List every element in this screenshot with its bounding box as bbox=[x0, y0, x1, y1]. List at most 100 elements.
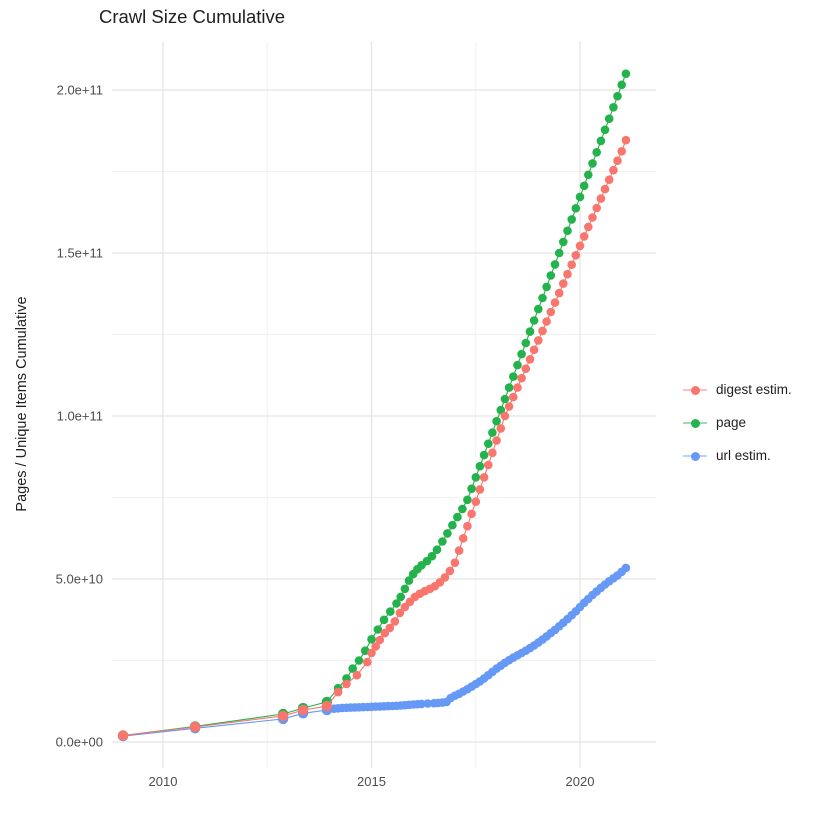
data-point bbox=[546, 271, 556, 280]
legend-key-page-icon bbox=[683, 416, 707, 430]
data-point bbox=[571, 204, 581, 213]
data-point bbox=[333, 687, 343, 697]
data-point bbox=[621, 563, 631, 573]
data-point bbox=[443, 529, 452, 538]
data-point bbox=[371, 642, 381, 651]
legend-key-url-icon bbox=[683, 449, 707, 463]
data-point bbox=[588, 213, 597, 222]
legend-key-digest-icon bbox=[683, 383, 707, 397]
data-point bbox=[559, 279, 568, 288]
data-point bbox=[423, 699, 433, 708]
data-point bbox=[400, 584, 410, 594]
x-tick-label: 2020 bbox=[566, 774, 595, 789]
data-point bbox=[554, 248, 564, 258]
data-point bbox=[529, 345, 539, 355]
data-point bbox=[521, 338, 531, 348]
data-point bbox=[453, 512, 462, 522]
y-tick-label: 2.0e+11 bbox=[57, 83, 103, 98]
chart-title: Crawl Size Cumulative bbox=[99, 6, 286, 27]
data-point bbox=[571, 251, 581, 260]
data-point bbox=[463, 495, 472, 505]
data-point bbox=[467, 509, 476, 519]
data-point bbox=[575, 192, 585, 202]
data-point bbox=[613, 156, 622, 165]
data-point bbox=[496, 424, 506, 433]
data-point bbox=[463, 521, 472, 531]
data-point bbox=[492, 416, 501, 426]
data-point bbox=[563, 226, 572, 236]
data-point bbox=[488, 428, 497, 437]
data-point bbox=[600, 184, 610, 194]
data-point bbox=[396, 592, 406, 602]
data-point bbox=[588, 159, 597, 168]
data-point bbox=[417, 699, 426, 709]
data-point bbox=[277, 710, 289, 722]
data-point bbox=[438, 537, 447, 546]
y-axis-title: Pages / Unique Items Cumulative bbox=[14, 296, 30, 512]
y-tick-label: 5.0e+10 bbox=[56, 572, 103, 587]
data-point bbox=[538, 293, 547, 303]
data-point bbox=[509, 372, 518, 381]
data-point bbox=[386, 607, 395, 616]
data-point bbox=[458, 534, 468, 543]
data-point bbox=[592, 148, 601, 157]
data-point bbox=[584, 222, 593, 232]
legend-label-digest: digest estim. bbox=[716, 382, 792, 397]
x-tick-label: 2010 bbox=[149, 774, 178, 789]
data-point bbox=[440, 573, 450, 582]
data-point bbox=[448, 520, 457, 530]
data-point bbox=[492, 436, 501, 445]
data-point bbox=[559, 237, 568, 247]
data-point bbox=[471, 497, 481, 507]
data-point bbox=[609, 165, 618, 175]
data-point bbox=[458, 504, 467, 514]
legend: digest estim. page url estim. bbox=[683, 379, 792, 466]
data-point bbox=[517, 349, 526, 359]
y-tick-label: 1.5e+11 bbox=[57, 246, 103, 261]
data-point bbox=[432, 545, 442, 554]
data-point bbox=[513, 383, 522, 392]
data-point bbox=[596, 136, 606, 146]
legend-label-page: page bbox=[716, 415, 747, 430]
data-point bbox=[367, 635, 376, 644]
data-point bbox=[538, 326, 547, 336]
data-point bbox=[500, 411, 510, 421]
data-point bbox=[596, 194, 606, 203]
data-point bbox=[513, 360, 522, 370]
data-point bbox=[542, 282, 551, 292]
data-point bbox=[373, 625, 383, 634]
legend-item-page: page bbox=[683, 412, 792, 433]
data-point bbox=[454, 546, 464, 555]
y-tick-label: 1.0e+11 bbox=[57, 409, 103, 424]
data-point bbox=[475, 461, 485, 471]
legend-label-url: url estim. bbox=[716, 448, 771, 463]
data-point bbox=[367, 648, 376, 658]
data-point bbox=[534, 304, 543, 314]
data-point bbox=[567, 260, 576, 270]
data-point bbox=[390, 617, 400, 626]
data-point bbox=[550, 298, 560, 307]
legend-item-url: url estim. bbox=[683, 445, 792, 466]
data-point bbox=[550, 260, 560, 269]
data-point bbox=[479, 473, 489, 482]
data-point bbox=[504, 402, 514, 411]
data-point bbox=[600, 125, 610, 135]
data-point bbox=[621, 69, 631, 78]
data-point bbox=[352, 670, 362, 680]
data-point bbox=[617, 147, 626, 156]
data-point bbox=[579, 181, 589, 191]
data-point bbox=[471, 473, 481, 482]
data-point bbox=[525, 327, 535, 336]
data-point bbox=[567, 215, 576, 224]
data-point bbox=[604, 175, 614, 184]
data-point bbox=[479, 450, 489, 460]
data-point bbox=[525, 355, 535, 364]
data-point bbox=[404, 576, 414, 585]
data-point bbox=[189, 721, 201, 733]
data-point bbox=[529, 316, 539, 325]
data-point bbox=[617, 80, 626, 90]
data-point bbox=[450, 558, 460, 567]
data-point bbox=[363, 657, 372, 667]
data-point bbox=[395, 608, 405, 618]
